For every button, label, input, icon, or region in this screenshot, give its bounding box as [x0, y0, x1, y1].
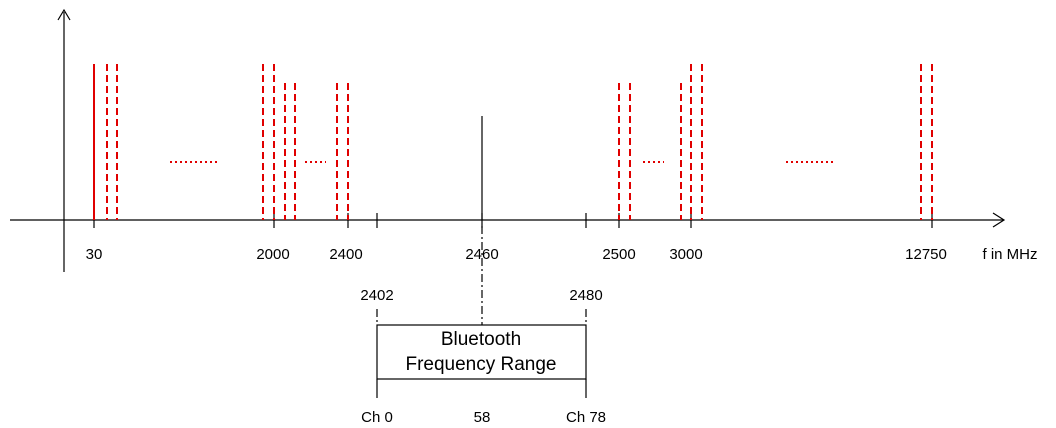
channel-label-middle: 58 — [474, 409, 491, 426]
freq-label-2400: 2400 — [329, 246, 362, 263]
spurious-emission-lines — [94, 64, 932, 220]
channel-label-last: Ch 78 — [566, 409, 606, 426]
freq-label-30: 30 — [86, 246, 103, 263]
band-end-label: 2480 — [569, 287, 602, 304]
freq-label-2500: 2500 — [602, 246, 635, 263]
box-label-line1: Bluetooth — [441, 329, 521, 350]
freq-label-3000: 3000 — [669, 246, 702, 263]
frequency-unit-label: f in MHz — [982, 246, 1037, 263]
channel-label-first: Ch 0 — [361, 409, 393, 426]
vertical-axis — [58, 10, 70, 272]
channel-extension-lines — [377, 379, 586, 398]
freq-label-2000: 2000 — [256, 246, 289, 263]
box-label-line2: Frequency Range — [405, 354, 556, 375]
freq-label-12750: 12750 — [905, 246, 947, 263]
frequency-axis — [10, 213, 1004, 227]
band-connector-lines — [377, 226, 586, 325]
band-start-label: 2402 — [360, 287, 393, 304]
